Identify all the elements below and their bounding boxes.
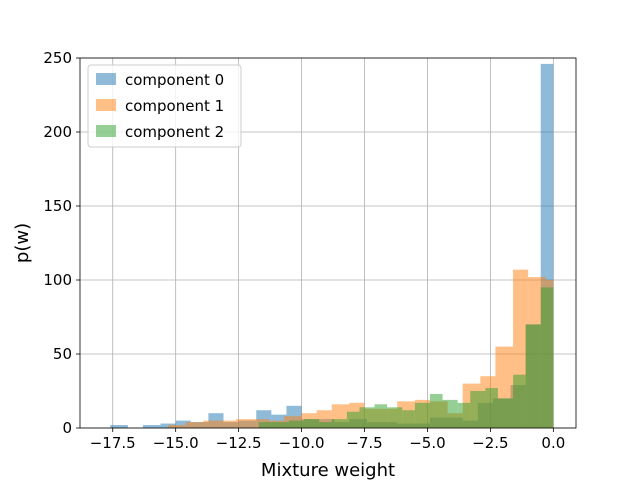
y-tick-label: 50: [53, 345, 72, 363]
legend-swatch: [96, 73, 116, 85]
histogram-bar-component-2: [485, 388, 498, 428]
histogram-bar-component-2: [346, 411, 360, 428]
y-tick-label: 200: [43, 123, 72, 141]
histogram-bar-component-2: [331, 419, 347, 428]
legend-label: component 2: [125, 123, 224, 141]
histogram-bar-component-2: [429, 393, 443, 428]
histogram-bar-component-2: [457, 402, 471, 428]
y-tick-label: 150: [43, 197, 72, 215]
legend-swatch: [96, 125, 116, 137]
y-tick-label: 0: [62, 419, 72, 437]
x-tick-label: −10.0: [279, 434, 325, 452]
legend-swatch: [96, 99, 116, 111]
y-tick-label: 250: [43, 49, 72, 67]
x-tick-label: −5.0: [409, 434, 445, 452]
histogram-bar-component-2: [258, 422, 289, 428]
histogram-bar-component-2: [470, 391, 486, 428]
legend-label: component 1: [125, 97, 224, 115]
y-axis-label: p(w): [12, 223, 33, 263]
histogram-bar-component-2: [442, 399, 458, 428]
legend-box: [87, 64, 242, 148]
legend-label: component 0: [125, 71, 224, 89]
histogram-bar-component-1: [236, 419, 252, 428]
x-tick-label: −15.0: [153, 434, 199, 452]
histogram-bar-component-1: [168, 425, 186, 428]
histogram-bar-component-1: [218, 420, 237, 428]
plot-frame: [79, 57, 577, 429]
x-axis-ticks: −17.5 −15.0 −12.5 −10.0 −7.5 −5.0 −2.5 0.0: [90, 428, 565, 452]
x-tick-label: −7.5: [346, 434, 382, 452]
y-axis-ticks: 0 50 100 150 200 250: [43, 49, 80, 437]
histogram-bar-component-2: [513, 374, 526, 428]
x-tick-label: −12.5: [216, 434, 262, 452]
x-tick-label: 0.0: [541, 434, 565, 452]
x-axis-label: Mixture weight: [261, 460, 395, 480]
histogram-bar-component-1: [203, 420, 219, 428]
histogram-bar-component-0: [175, 420, 191, 428]
histogram-bar-component-2: [319, 422, 332, 428]
legend: component 0 component 1 component 2: [87, 64, 242, 148]
histogram-bar-component-2: [525, 324, 541, 428]
histogram-bar-component-0: [142, 425, 161, 428]
histogram-bar-component-2: [359, 407, 375, 428]
x-tick-label: −2.5: [472, 434, 508, 452]
histogram-bar-component-2: [414, 402, 430, 428]
histogram-bar-component-2: [304, 419, 320, 428]
histogram-bar-component-2: [497, 398, 514, 428]
x-tick-label: −17.5: [90, 434, 136, 452]
histogram-bar-component-1: [185, 422, 204, 428]
histogram-bar-component-0: [110, 425, 128, 428]
histogram-bar-component-2: [387, 407, 403, 428]
histogram-bars: [110, 63, 554, 429]
histogram-bar-component-2: [288, 420, 305, 428]
histogram-bar-component-2: [374, 404, 388, 428]
y-tick-label: 100: [43, 271, 72, 289]
histogram-bar-component-2: [540, 287, 554, 428]
histogram-bar-component-2: [402, 410, 415, 428]
